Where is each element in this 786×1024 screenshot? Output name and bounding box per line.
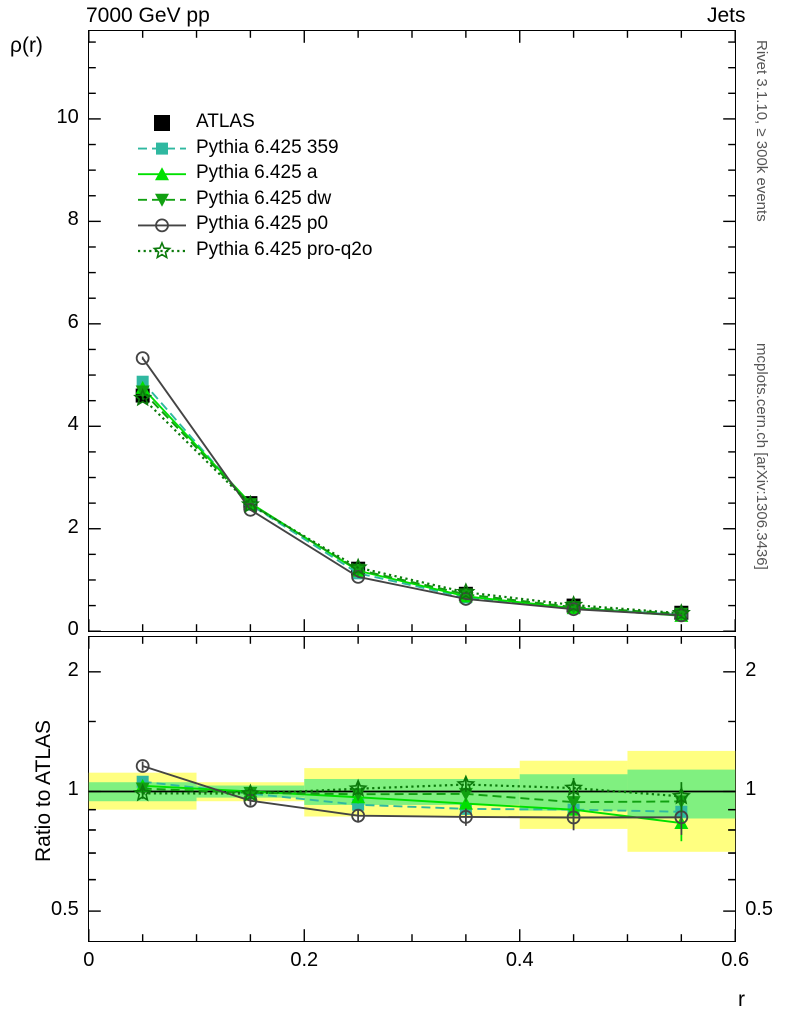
- data-marker: [133, 783, 153, 802]
- data-marker: [152, 240, 172, 260]
- data-marker: [671, 603, 691, 622]
- data-marker: [564, 594, 584, 614]
- legend-item-label: Pythia 6.425 p0: [196, 213, 329, 235]
- legend-item-label: Pythia 6.425 pro-q2o: [196, 239, 373, 260]
- data-marker: [456, 774, 476, 793]
- xaxis-label: r: [738, 988, 745, 1011]
- series-line: [141, 357, 682, 617]
- top-panel-frame: [88, 30, 736, 632]
- data-marker: [155, 167, 169, 181]
- legend-symbols: [138, 115, 186, 260]
- top-panel-ytick-label: 4: [67, 413, 79, 436]
- data-marker: [348, 557, 368, 576]
- xaxis-tick-label: 0: [83, 949, 95, 972]
- ratio-panel-ytick-label-right: 1: [745, 778, 757, 801]
- series-line: [142, 784, 682, 824]
- series-pythia-6-425-dw: [135, 385, 689, 621]
- xaxis-tick-label: 0.2: [290, 949, 319, 972]
- data-marker: [458, 588, 473, 602]
- top-panel-ytick-label: 6: [67, 310, 79, 333]
- data-marker: [156, 142, 168, 155]
- ratio-panel-ytick-label-right: 0.5: [745, 898, 773, 921]
- header-left: 7000 GeV pp: [86, 4, 210, 27]
- top-panel-y-ticks: [88, 41, 736, 632]
- ratio-series-pythia-6-425-p0: [135, 759, 689, 835]
- top-panel-ylabel: ρ(r): [10, 34, 43, 57]
- ratio-series-pythia-6-425-pro-q2o: [133, 774, 691, 812]
- data-marker: [240, 494, 260, 513]
- legend-item-label: ATLAS: [196, 111, 255, 132]
- data-marker: [566, 810, 581, 825]
- data-marker: [458, 809, 473, 824]
- data-marker: [671, 786, 691, 805]
- top-panel-ytick-label: 8: [67, 208, 79, 231]
- data-marker: [240, 783, 260, 802]
- xaxis-tick-label: 0.6: [721, 949, 750, 972]
- data-marker: [155, 218, 169, 233]
- legend-item-label: Pythia 6.425 a: [196, 162, 318, 184]
- ratio-panel-ytick-label-left: 0.5: [50, 898, 79, 921]
- top-panel-ytick-label: 10: [56, 105, 79, 128]
- data-marker: [456, 582, 476, 601]
- legend-item-label: Pythia 6.425 359: [196, 136, 339, 158]
- xaxis-tick-label: 0.4: [505, 949, 534, 972]
- series-line: [141, 397, 682, 615]
- data-marker: [133, 388, 153, 407]
- top-panel-ytick-label: 0: [67, 618, 79, 641]
- series-line: [142, 765, 682, 819]
- series-atlas: [135, 388, 689, 620]
- data-marker: [348, 778, 368, 797]
- header-right: Jets: [707, 4, 746, 27]
- data-marker: [566, 796, 581, 810]
- series-pythia-6-425-pro-q2o: [133, 388, 691, 622]
- legend-item-label: Pythia 6.425 dw: [196, 187, 332, 209]
- data-marker: [564, 777, 584, 797]
- series-pythia-6-425-a: [135, 380, 689, 622]
- ratio-panel-ytick-label-right: 2: [745, 658, 757, 681]
- data-marker: [566, 602, 581, 617]
- data-marker: [458, 796, 473, 810]
- x-ticks: [88, 30, 736, 942]
- ratio-panel-ytick-label-left: 2: [67, 658, 79, 681]
- series-line: [142, 783, 682, 798]
- data-marker: [351, 808, 366, 823]
- top-panel-ytick-label: 2: [67, 515, 79, 538]
- data-marker: [154, 115, 170, 131]
- ratio-panel-ytick-label-left: 1: [67, 778, 79, 801]
- data-marker: [155, 193, 169, 207]
- series-line: [142, 787, 682, 804]
- data-marker: [135, 759, 150, 773]
- data-marker: [135, 351, 150, 366]
- data-marker: [674, 608, 689, 623]
